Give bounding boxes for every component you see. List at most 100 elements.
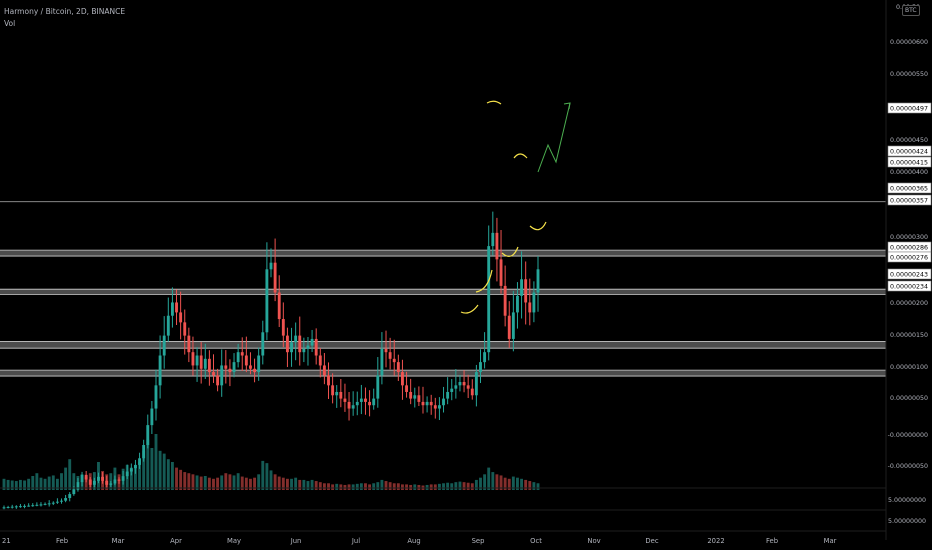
candle-body [499,259,503,286]
arc-low-2 [475,269,493,293]
candle-body [322,365,326,376]
volume-bar [487,467,491,490]
price-tag-label: 0.00000357 [890,197,928,204]
candle-body [166,315,170,336]
volume-bar [450,483,454,490]
candle-body [331,385,335,396]
price-tick-label: 0.00000400 [890,169,928,176]
volume-bar [318,482,322,490]
symbol-title[interactable]: Harmony / Bitcoin, 2D, BINANCE [4,7,126,16]
lower-pane-tick-label: 5.00000000 [888,497,926,504]
volume-bar [413,484,417,490]
candle-body [339,391,343,399]
candle-body [528,302,532,313]
price-tag-label: 0.00000286 [890,244,928,251]
candle-body [31,505,35,507]
candle-body [195,355,199,366]
volume-bar [331,484,335,490]
volume-bar [14,481,18,490]
volume-bars [2,434,540,490]
candle-body [60,500,63,502]
volume-bar [55,478,59,490]
time-axis[interactable]: 21 Feb Mar Apr May Jun Jul Aug Sep Oct Nov Dec 2022 F… [0,530,886,545]
volume-bar [479,477,482,490]
time-label: 2022 [707,537,724,545]
candle-body [129,468,133,472]
volume-bar [372,483,376,490]
price-tick-label: 0.00000450 [890,137,928,144]
candle-body [318,355,322,366]
price-tag [887,280,932,292]
candle-body [125,471,129,477]
candle-body [290,342,293,353]
volume-bar [39,477,43,490]
volume-bar [290,478,293,490]
volume-bar [351,484,355,490]
zone-2 [0,341,886,349]
volume-bar [72,473,76,490]
candle-body [483,352,487,363]
candle-body [368,401,372,406]
volume-bar [499,475,503,490]
candle-body [244,355,248,366]
volume-bar [6,479,10,490]
candle-body [212,372,215,376]
zone-1 [0,289,886,295]
candle-body [158,355,162,386]
candle-body [491,232,495,247]
candle-body [72,489,76,495]
volume-bar [401,484,404,490]
volume-bar [18,479,22,490]
time-label: Nov [587,537,600,545]
volume-bar [495,474,499,490]
volume-bar [253,477,257,490]
chart-header: Harmony / Bitcoin, 2D, BINANCE Vol [4,6,125,30]
candle-body [175,302,178,313]
candle-body [162,335,166,356]
drawn-annotations [460,100,571,314]
candle-body [43,503,47,505]
candle-body [240,352,244,356]
candle-body [10,506,14,508]
volume-bar [195,475,199,490]
volume-bar [364,483,367,490]
volume-bar [384,481,388,490]
time-label: Aug [407,537,420,545]
volume-bar [409,484,413,490]
candle-body [503,285,507,316]
candle-body [470,388,474,396]
candle-body [51,502,55,504]
volume-bar [138,462,141,490]
volume-bar [314,481,318,490]
arc-mid-top [513,153,528,159]
candle-body [433,405,437,409]
volume-bar [335,483,339,490]
currency-badge[interactable]: BTC [902,5,920,16]
time-label: Jun [290,537,302,545]
candle-body [314,338,318,356]
volume-bar [294,477,298,490]
candle-body [446,391,450,399]
volume-bar [483,474,487,490]
volume-label[interactable]: Vol [4,19,16,28]
candle-body [14,506,18,508]
volume-bar [491,472,495,490]
candle-body [170,302,174,316]
volume-bar [162,453,166,490]
volume-bar [322,483,326,490]
price-tag-label: 0.00000415 [890,159,928,166]
volume-bar [507,478,511,490]
candle-body [536,269,540,293]
candle-body [388,352,392,359]
volume-bar [158,450,162,490]
candle-body [257,355,261,373]
volume-bar [425,484,429,490]
candle-body [413,395,417,399]
volume-bar [343,484,347,490]
candle-body [84,474,88,480]
candle-body [409,391,413,399]
volume-bar [179,469,183,490]
volume-bar [261,460,265,490]
